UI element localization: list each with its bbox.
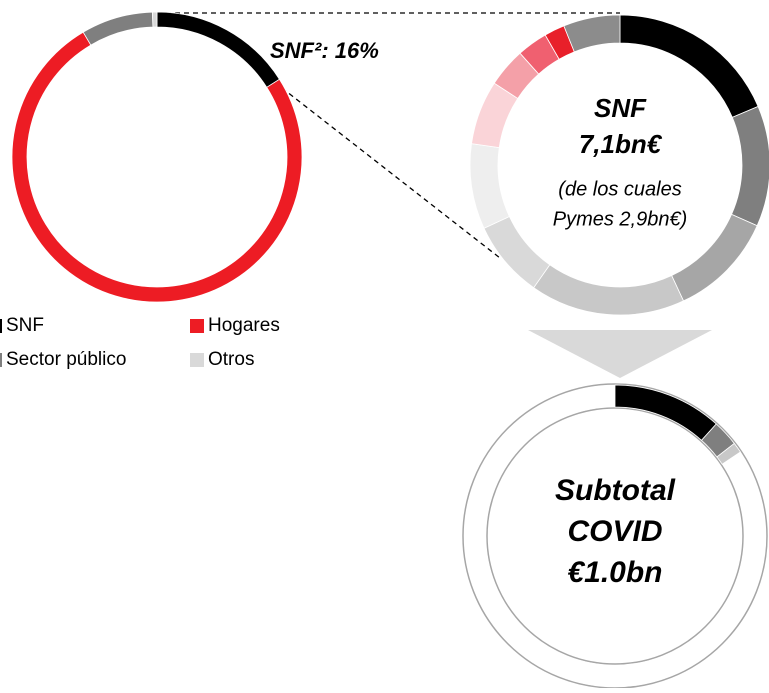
center-text: €1.0bn: [567, 556, 662, 589]
legend-marker: [190, 353, 204, 367]
data-label: SNF²: 16%: [270, 38, 379, 63]
donut-segment: [563, 14, 621, 53]
legend-label: Sector público: [6, 349, 126, 370]
ring-outline: [486, 407, 744, 665]
legend-label: SNF: [6, 315, 44, 336]
donut-segment: [483, 215, 551, 289]
donut-segment: [152, 11, 158, 28]
center-text: Subtotal: [555, 474, 676, 507]
center-text: Pymes 2,9bn€): [553, 208, 688, 230]
arrow: [528, 330, 712, 378]
legend-marker: [190, 319, 204, 333]
legend-marker: [0, 353, 2, 367]
donut-segment: [533, 264, 685, 316]
legend-label: Hogares: [208, 315, 280, 336]
donut-segment: [82, 11, 154, 46]
donut-segment: [156, 11, 280, 88]
donut-segment: [469, 143, 510, 229]
legend-marker: [0, 319, 2, 333]
center-text: 7,1bn€: [579, 129, 663, 159]
donut-segment: [731, 105, 769, 227]
legend-label: Otros: [208, 349, 254, 370]
center-text: (de los cuales: [558, 178, 681, 200]
connector: [281, 87, 501, 259]
center-text: COVID: [567, 515, 662, 548]
donut-segment: [11, 31, 303, 303]
center-text: SNF: [594, 93, 647, 123]
